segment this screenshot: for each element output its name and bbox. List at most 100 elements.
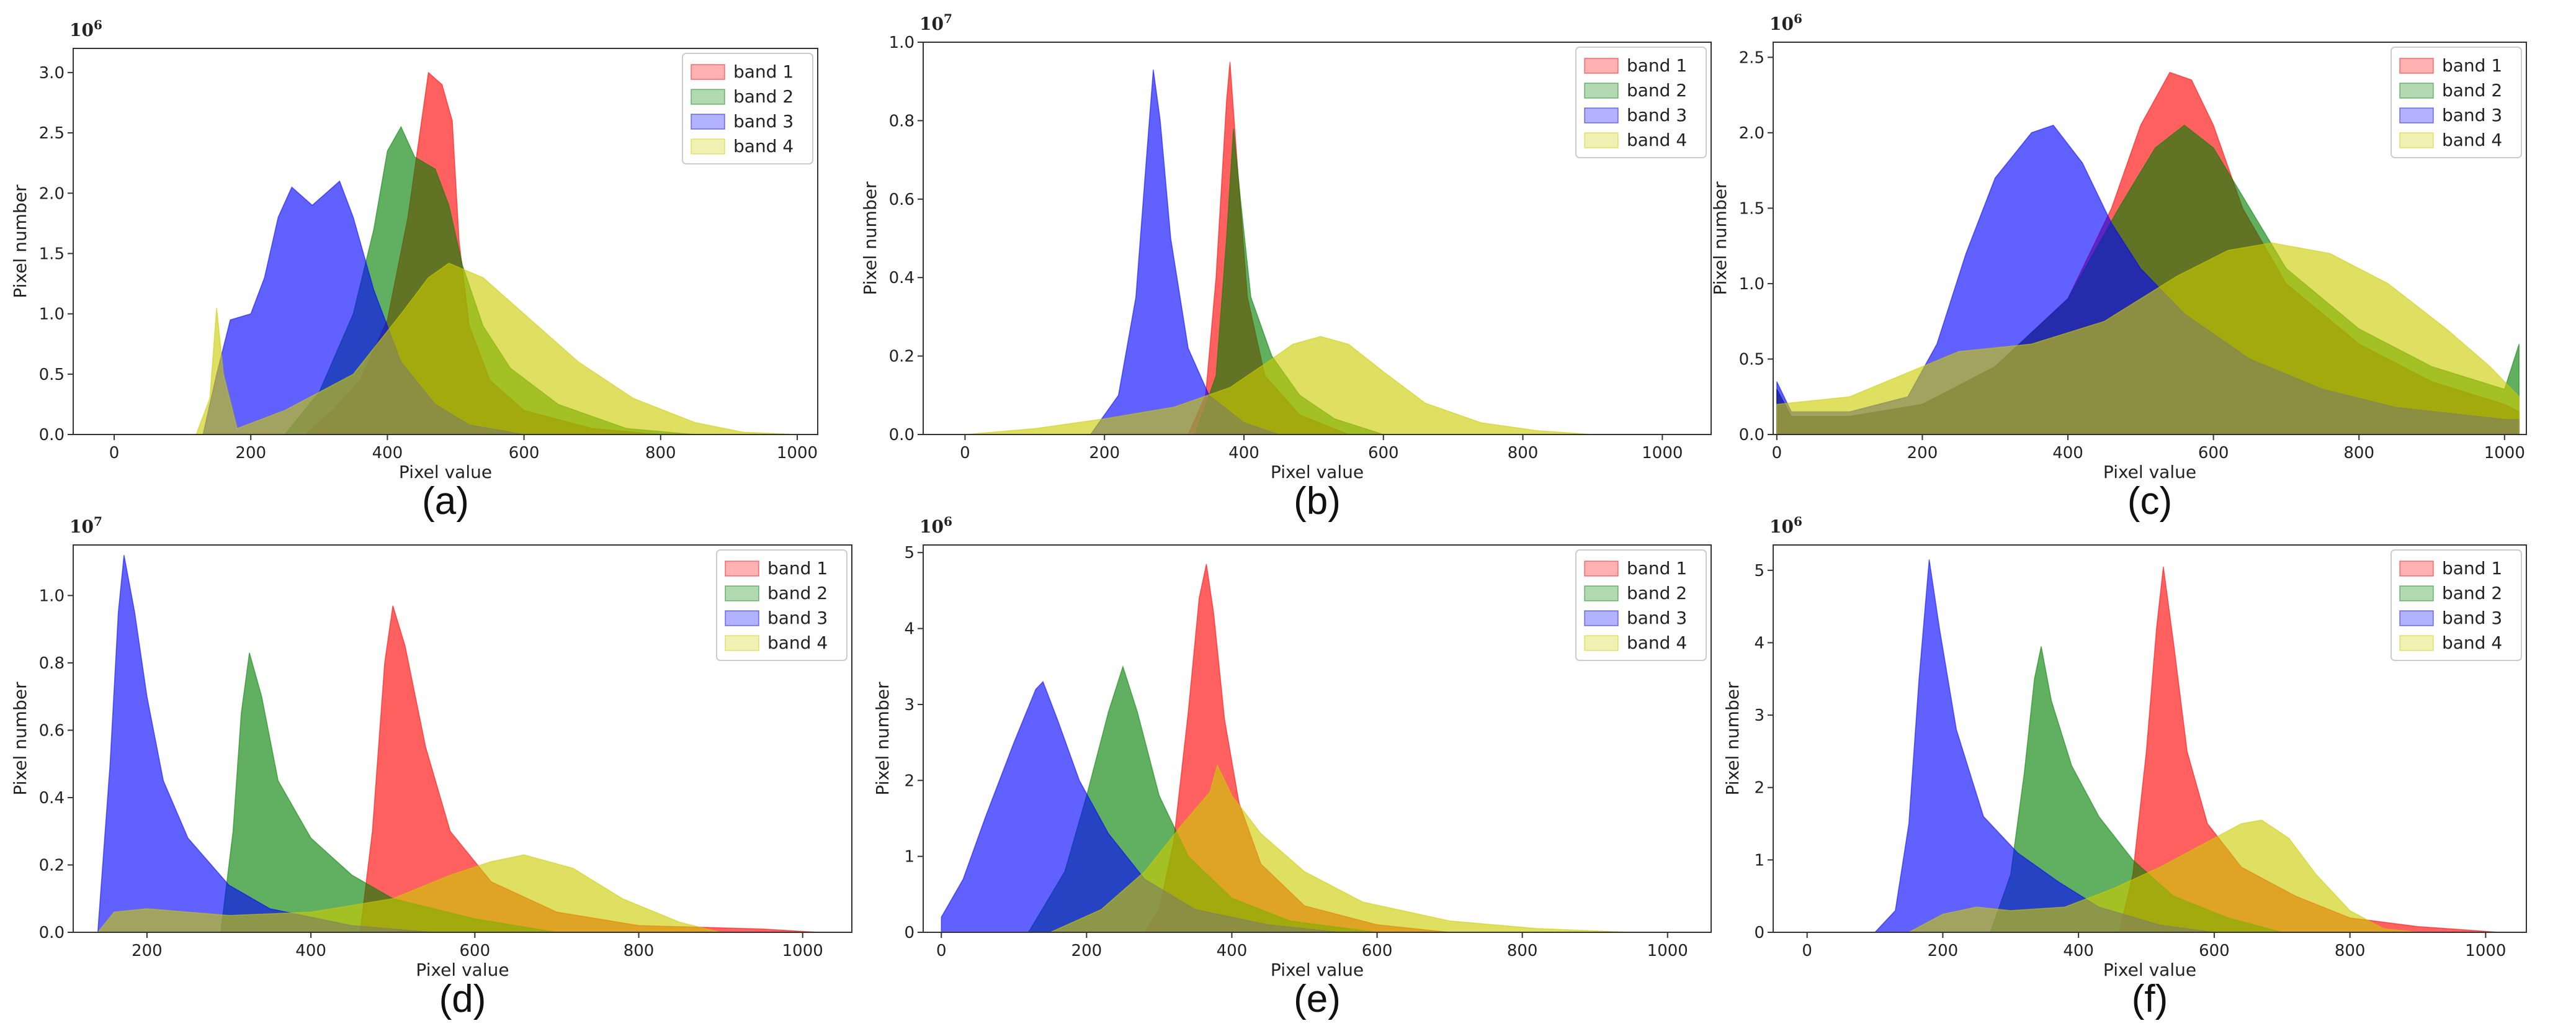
y-tick-label-d-4: 0.8 [39, 654, 65, 673]
legend-swatch-d-band-4 [725, 635, 759, 651]
y-tick-label-a-5: 2.5 [39, 124, 65, 143]
legend-box-e [1575, 549, 1707, 661]
y-multiplier-b: 107 [919, 11, 952, 34]
legend-label-b-band-3: band 3 [1627, 105, 1687, 125]
x-tick-label-e-5: 1000 [1647, 942, 1688, 960]
y-tick-label-d-2: 0.4 [39, 789, 65, 808]
series-area-a-band-4 [195, 263, 798, 434]
legend-label-b-band-2: band 2 [1627, 80, 1687, 101]
x-tick-label-f-2: 400 [2063, 942, 2094, 960]
y-tick-label-e-0: 0 [904, 924, 915, 942]
x-tick-label-f-0: 0 [1802, 942, 1812, 960]
y-axis-label-c: Pixel number [1710, 181, 1730, 295]
panel-caption-a: (a) [422, 480, 469, 523]
panel-caption-b: (b) [1294, 480, 1341, 523]
legend-swatch-c-band-3 [2399, 107, 2434, 124]
x-axis-label-d: Pixel value [416, 960, 509, 980]
x-tick-label-b-0: 0 [960, 444, 970, 462]
legend-box-c [2390, 47, 2522, 158]
panel-caption-e: (e) [1294, 978, 1341, 1020]
legend-label-e-band-1: band 1 [1627, 558, 1687, 579]
y-tick-label-d-3: 0.6 [39, 721, 65, 740]
x-tick-label-f-4: 800 [2335, 942, 2366, 960]
y-tick-label-a-1: 0.5 [39, 366, 65, 384]
x-tick-label-c-1: 200 [1907, 444, 1938, 462]
legend-label-e-band-2: band 2 [1627, 583, 1687, 603]
x-tick-label-b-3: 600 [1368, 444, 1399, 462]
x-tick-label-a-3: 600 [509, 444, 540, 462]
x-tick-label-d-1: 400 [295, 942, 326, 960]
y-tick-label-f-1: 1 [1754, 851, 1764, 870]
x-tick-label-a-5: 1000 [777, 444, 818, 462]
legend-box-d [716, 549, 847, 661]
axes-frame-c [1773, 42, 2527, 435]
y-tick-label-e-5: 5 [904, 544, 915, 562]
panel-a: 0 200 400 600 800 1000 0.0 0.5 1.0 1.5 2.0 2.5 3.0 10… [10, 17, 818, 523]
x-tick-label-e-2: 400 [1217, 942, 1248, 960]
y-tick-label-c-2: 1.0 [1739, 275, 1764, 294]
legend-swatch-c-band-2 [2399, 83, 2434, 99]
y-multiplier-c: 106 [1769, 11, 1802, 34]
series-group-d [97, 555, 820, 932]
series-group-b [965, 61, 1593, 434]
y-tick-label-b-2: 0.4 [889, 269, 915, 287]
panel-f: 0 200 400 600 800 1000 0 1 2 3 4 5 106 Pixel value Pix… [1722, 514, 2527, 1020]
y-tick-label-c-5: 2.5 [1739, 48, 1764, 67]
x-tick-label-a-1: 200 [235, 444, 266, 462]
y-tick-label-e-2: 2 [904, 772, 915, 790]
legend-swatch-e-band-1 [1584, 561, 1619, 577]
y-tick-label-c-4: 2.0 [1739, 124, 1764, 143]
legend-label-f-band-4: band 4 [2442, 633, 2502, 653]
legend-swatch-b-band-1 [1584, 58, 1619, 74]
legend-label-a-band-1: band 1 [733, 61, 794, 82]
legend-label-e-band-3: band 3 [1627, 608, 1687, 628]
axes-frame-e [923, 544, 1712, 933]
series-area-d-band-4 [97, 854, 721, 932]
legend-swatch-f-band-4 [2399, 635, 2434, 651]
series-group-c [1776, 71, 2520, 434]
legend-label-f-band-3: band 3 [2442, 608, 2502, 628]
x-tick-label-b-5: 1000 [1642, 444, 1683, 462]
x-tick-label-d-2: 600 [459, 942, 490, 960]
legend-box-a [682, 53, 813, 164]
y-tick-label-b-3: 0.6 [889, 191, 915, 209]
y-tick-label-a-0: 0.0 [39, 426, 65, 444]
legend-swatch-f-band-2 [2399, 585, 2434, 601]
y-axis-label-a: Pixel number [10, 184, 30, 298]
x-axis-label-e: Pixel value [1271, 960, 1364, 980]
legend-label-d-band-3: band 3 [767, 608, 828, 628]
x-tick-label-a-2: 400 [372, 444, 403, 462]
x-tick-label-f-1: 200 [1928, 942, 1959, 960]
legend-swatch-c-band-4 [2399, 132, 2434, 148]
y-axis-label-e: Pixel number [872, 682, 893, 795]
panel-caption-d: (d) [439, 978, 486, 1020]
panel-c: 0 200 400 600 800 1000 0.0 0.5 1.0 1.5 2.0 2.5 106 Pi… [1710, 11, 2527, 523]
series-area-c-band-4 [1776, 242, 2520, 434]
y-axis-label-d: Pixel number [10, 682, 30, 795]
y-tick-label-e-3: 3 [904, 696, 915, 714]
y-tick-label-f-5: 5 [1754, 562, 1764, 580]
y-tick-label-e-1: 1 [904, 848, 915, 867]
x-axis-label-c: Pixel value [2103, 462, 2196, 482]
x-axis-label-a: Pixel value [399, 462, 492, 482]
x-axis-label-f: Pixel value [2103, 960, 2196, 980]
y-tick-label-b-5: 1.0 [889, 34, 915, 52]
legend-label-c-band-1: band 1 [2442, 55, 2502, 76]
legend-swatch-a-band-1 [691, 64, 725, 80]
legend-d: band 1 band 2 band 3 band 4 [716, 549, 847, 661]
legend-swatch-f-band-1 [2399, 561, 2434, 577]
y-tick-label-f-4: 4 [1754, 634, 1764, 652]
y-tick-label-d-1: 0.2 [39, 856, 65, 875]
y-tick-label-b-4: 0.8 [889, 112, 915, 130]
legend-swatch-e-band-2 [1584, 585, 1619, 601]
legend-b: band 1 band 2 band 3 band 4 [1575, 47, 1707, 158]
panel-caption-f: (f) [2132, 978, 2168, 1020]
panel-d: 200 400 600 800 1000 0.0 0.2 0.4 0.6 0.8 1.0 107 Pix… [10, 514, 852, 1020]
axes-frame-b [923, 42, 1712, 435]
series-area-b-band-4 [965, 336, 1593, 434]
legend-swatch-c-band-1 [2399, 58, 2434, 74]
legend-label-d-band-2: band 2 [767, 583, 828, 603]
y-tick-label-a-6: 3.0 [39, 64, 65, 83]
